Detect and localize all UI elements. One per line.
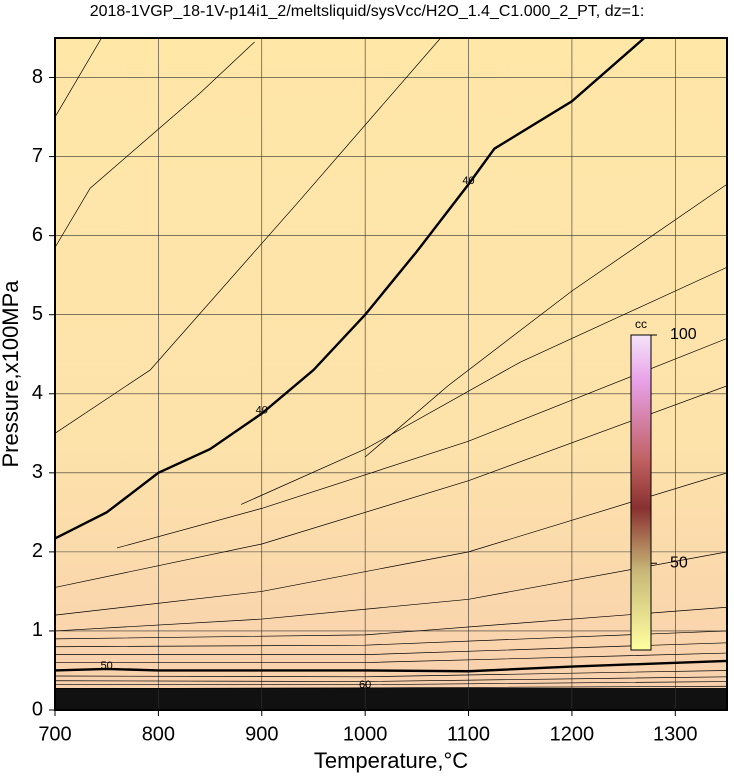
y-tick-label: 7: [32, 145, 43, 167]
colorbar-tick-label: 50: [670, 554, 688, 571]
contour-line: [55, 41, 255, 248]
colorbar: [630, 334, 652, 651]
contour-line: [55, 652, 727, 663]
y-tick-label: 5: [32, 303, 43, 325]
contour-line: [55, 659, 727, 673]
contour-label: 50: [101, 660, 113, 672]
contour-line: [364, 183, 727, 458]
colorbar-label: cc: [635, 317, 647, 331]
contour-label: 40: [462, 175, 474, 187]
contour-line: [55, 685, 727, 690]
contour-line: [55, 38, 646, 540]
x-tick-label: 1300: [653, 723, 698, 745]
contour-line: [55, 681, 727, 686]
y-tick-label: 4: [32, 382, 43, 404]
x-tick-label: 1100: [447, 723, 490, 745]
contour-line: [55, 38, 441, 434]
contour-label: 40: [256, 404, 268, 416]
colorbar-tick-label: 100: [670, 326, 697, 343]
y-tick-label: 0: [32, 698, 43, 720]
contour-line: [55, 385, 727, 588]
plot-background: [55, 38, 727, 710]
y-tick-label: 2: [32, 540, 43, 562]
contour-line: [116, 338, 727, 549]
y-tick-label: 1: [32, 619, 43, 641]
y-tick-label: 6: [32, 224, 43, 246]
x-tick-label: 800: [142, 723, 175, 745]
x-axis-label: Temperature,°C: [314, 748, 468, 773]
x-tick-label: 700: [38, 723, 71, 745]
contour-line: [55, 642, 727, 656]
y-tick-label: 8: [32, 66, 43, 88]
x-tick-label: 1000: [343, 723, 388, 745]
y-tick-label: 3: [32, 461, 43, 483]
chart-title: 2018-1VGP_18-1V-p14i1_2/meltsliquid/sysV…: [90, 3, 645, 20]
x-tick-label: 1200: [550, 723, 595, 745]
contour-line: [55, 551, 727, 632]
grid: [54, 38, 727, 711]
contour-line: [55, 630, 727, 648]
y-axis-label: Pressure,x100MPa: [0, 280, 23, 468]
contour-line: [55, 670, 727, 678]
contour-line: [55, 38, 102, 118]
contour-line: [240, 266, 727, 505]
plot-frame: [54, 37, 728, 711]
contour-line: [55, 472, 727, 616]
dense-contour-band: [55, 688, 727, 710]
contour-line: [55, 676, 727, 682]
contour-line: [55, 606, 727, 640]
x-tick-label: 900: [245, 723, 278, 745]
